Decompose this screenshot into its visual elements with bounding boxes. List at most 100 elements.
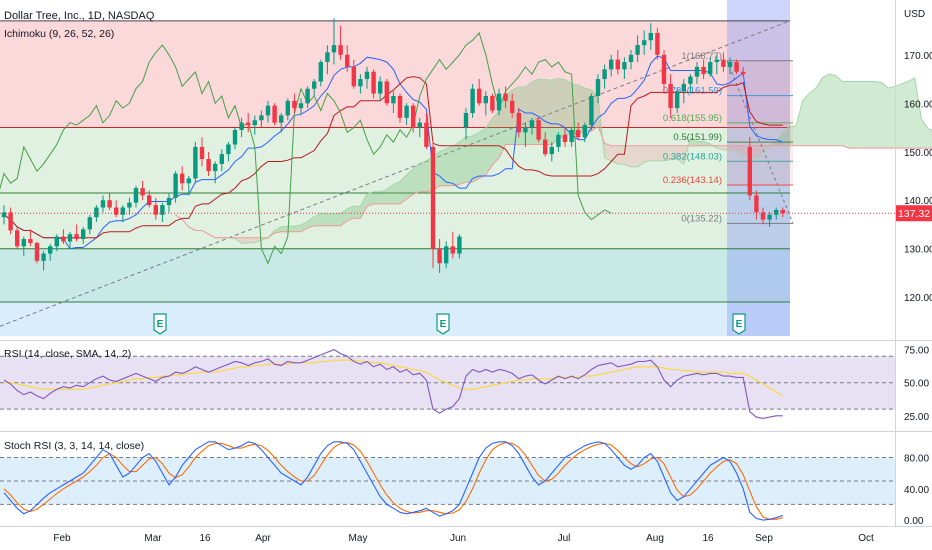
fib-level-label: 0(135.22) bbox=[681, 213, 722, 224]
candle-body bbox=[180, 173, 185, 184]
cloud-segment bbox=[815, 77, 823, 146]
cloud-segment bbox=[439, 148, 447, 186]
ichimoku-cloud bbox=[175, 73, 932, 244]
cloud-segment bbox=[868, 81, 876, 149]
candle-body bbox=[8, 212, 13, 231]
cloud-segment bbox=[314, 213, 321, 226]
earnings-marker[interactable]: E bbox=[732, 313, 746, 335]
candle-body bbox=[430, 146, 436, 249]
kijun-sen-line bbox=[3, 76, 783, 239]
candle-body bbox=[681, 83, 686, 92]
rsi-panel[interactable] bbox=[0, 348, 895, 419]
earnings-marker-shape bbox=[732, 313, 746, 335]
currency-label: USD bbox=[904, 9, 925, 20]
candle-body bbox=[371, 71, 376, 94]
candle-body bbox=[397, 96, 403, 118]
price-tick-label: 160.00 bbox=[904, 99, 932, 110]
cloud-segment bbox=[690, 137, 697, 146]
cloud-segment bbox=[565, 79, 572, 135]
candle-body bbox=[239, 122, 244, 130]
candle-body bbox=[503, 93, 508, 101]
cloud-segment bbox=[353, 206, 361, 219]
cloud-segment bbox=[829, 74, 836, 146]
time-tick-label: Mar bbox=[144, 533, 162, 544]
candle-body bbox=[529, 120, 535, 128]
candle-body bbox=[523, 127, 528, 133]
indicator-line bbox=[3, 348, 783, 419]
candle-body bbox=[173, 173, 178, 198]
last-price-tag: 137.32 bbox=[896, 205, 932, 222]
indicator-tick-label: 75.00 bbox=[904, 346, 929, 357]
candle-body bbox=[595, 79, 601, 96]
candle-body bbox=[404, 105, 409, 118]
rsi-label[interactable]: RSI (14, close, SMA, 14, 2) bbox=[4, 348, 131, 360]
price-axis[interactable]: 120.00 130.00 140.00 150.00 160.00 170.00 25.0… bbox=[904, 51, 932, 527]
cloud-segment bbox=[545, 79, 552, 145]
time-tick-label: Feb bbox=[53, 533, 71, 544]
cloud-segment bbox=[327, 213, 334, 226]
cloud-segment bbox=[895, 83, 902, 149]
candle-body bbox=[74, 234, 79, 240]
time-tick-label: 16 bbox=[199, 533, 211, 544]
cloud-segment bbox=[380, 189, 387, 204]
cloud-segment bbox=[241, 237, 249, 244]
time-axis[interactable]: Feb Mar 16 Apr May Jun Jul Aug 16 Sep Oct bbox=[53, 533, 874, 544]
cloud-segment bbox=[835, 75, 843, 146]
tenkan-sen-line bbox=[3, 55, 783, 250]
cloud-segment bbox=[347, 206, 354, 221]
cloud-segment bbox=[888, 86, 895, 149]
cloud-segment bbox=[551, 78, 559, 145]
indicator-tick-label: 25.00 bbox=[904, 412, 929, 423]
earnings-marker[interactable]: E bbox=[153, 313, 167, 335]
candle-body bbox=[741, 71, 746, 75]
cloud-segment bbox=[848, 81, 856, 149]
stoch-rsi-label[interactable]: Stoch RSI (3, 3, 14, 14, close) bbox=[4, 440, 144, 452]
candle-body bbox=[54, 236, 59, 247]
chikou-span-line bbox=[0, 32, 612, 265]
candle-body bbox=[661, 54, 667, 84]
ichimoku-label[interactable]: Ichimoku (9, 26, 52, 26) bbox=[4, 28, 114, 40]
candle-body bbox=[48, 246, 53, 254]
cloud-segment bbox=[650, 145, 658, 161]
cloud-segment bbox=[466, 136, 473, 183]
price-panel[interactable]: 1(168.77) 0.786(161.59) 0.618(155.95) 0.5(1… bbox=[0, 0, 932, 336]
candle-body bbox=[107, 200, 112, 208]
candle-body bbox=[206, 159, 211, 172]
cloud-segment bbox=[624, 145, 631, 167]
earnings-marker[interactable]: E bbox=[436, 313, 450, 335]
candle-body bbox=[312, 81, 317, 89]
candle-body bbox=[252, 120, 257, 126]
earnings-marker-shape bbox=[153, 313, 167, 335]
cloud-segment bbox=[914, 77, 922, 149]
time-tick-label: Aug bbox=[646, 533, 664, 544]
candle-body bbox=[754, 195, 759, 213]
candle-body bbox=[153, 205, 158, 215]
candle-body bbox=[734, 62, 739, 72]
candle-body bbox=[470, 88, 475, 113]
candle-body bbox=[450, 246, 455, 254]
price-tick-label: 170.00 bbox=[904, 51, 932, 62]
stoch-rsi-panel[interactable] bbox=[0, 441, 895, 521]
candle-body bbox=[120, 207, 125, 215]
cloud-segment bbox=[446, 146, 453, 186]
candle-body bbox=[648, 32, 653, 41]
cloud-segment bbox=[716, 145, 724, 150]
cloud-segment bbox=[862, 81, 869, 149]
fib-level-label: 1(168.77) bbox=[681, 51, 722, 62]
indicator-line bbox=[3, 441, 783, 521]
candle-body bbox=[760, 212, 766, 220]
cloud-segment bbox=[254, 237, 262, 243]
candle-body bbox=[411, 105, 416, 128]
candle-body bbox=[160, 205, 165, 215]
indicator-tick-label: 0.00 bbox=[904, 516, 924, 527]
senkou-span-a-line bbox=[175, 73, 932, 244]
price-tick-label: 130.00 bbox=[904, 245, 932, 256]
cloud-segment bbox=[664, 145, 671, 161]
candle-body bbox=[747, 146, 752, 196]
cloud-segment bbox=[472, 132, 480, 183]
cloud-segment bbox=[842, 81, 849, 149]
trend-line bbox=[0, 20, 791, 327]
fib-level-label: 0.618(155.95) bbox=[663, 113, 722, 124]
candle-body bbox=[556, 134, 561, 147]
candle-body bbox=[463, 112, 469, 128]
